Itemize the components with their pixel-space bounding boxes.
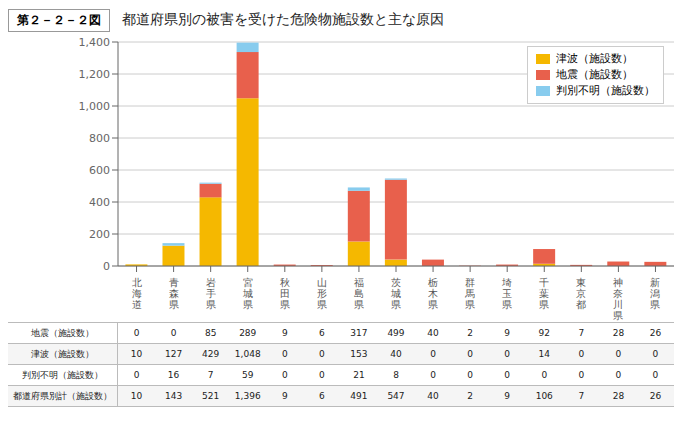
svg-text:青森県: 青森県 (169, 277, 179, 310)
html-text:0: 0 (133, 328, 140, 338)
html-text:127: 127 (165, 349, 183, 359)
html-text:津波（施設数）: 津波（施設数） (31, 348, 94, 359)
svg-text:栃木県: 栃木県 (428, 277, 438, 310)
svg-text:群馬県: 群馬県 (464, 277, 475, 310)
svg-text:千葉県: 千葉県 (539, 277, 549, 310)
html-text:0: 0 (319, 370, 325, 380)
html-text:547: 547 (387, 391, 405, 401)
svg-text:400: 400 (89, 196, 110, 209)
html-text:106: 106 (535, 391, 553, 401)
html-text:0: 0 (133, 370, 140, 380)
html-text:0: 0 (504, 349, 510, 359)
html-text:429: 429 (202, 349, 220, 359)
html-text:521: 521 (202, 391, 220, 401)
svg-text:0: 0 (103, 260, 110, 273)
svg-text:600: 600 (89, 164, 110, 177)
svg-text:200: 200 (89, 228, 110, 241)
html-text:地震（施設数）: 地震（施設数） (31, 327, 94, 338)
html-text:40: 40 (427, 391, 439, 401)
html-text:85: 85 (204, 328, 217, 338)
html-text:地震（施設数）: 地震（施設数） (556, 68, 633, 81)
html-text:9: 9 (504, 391, 510, 401)
html-text:2: 2 (467, 328, 473, 338)
svg-text:埼玉県: 埼玉県 (501, 277, 512, 310)
svg-text:茨城県: 茨城県 (390, 277, 401, 310)
svg-text:新潟県: 新潟県 (650, 277, 660, 310)
html-text:499: 499 (387, 328, 405, 338)
html-text:0: 0 (652, 370, 659, 380)
html-text:判別不明（施設数）: 判別不明（施設数） (22, 369, 103, 380)
html-text:26: 26 (649, 328, 662, 338)
html-text:1,396: 1,396 (234, 391, 261, 401)
html-text:0: 0 (430, 349, 436, 359)
html-text:7: 7 (578, 391, 585, 401)
html-text:都道府県別の被害を受けた危険物施設数と主な原因: 都道府県別の被害を受けた危険物施設数と主な原因 (122, 11, 444, 27)
html-text:28: 28 (612, 391, 625, 401)
html-text:判別不明（施設数）: 判別不明（施設数） (556, 84, 655, 97)
html-text:0: 0 (578, 349, 585, 359)
html-text:7: 7 (578, 328, 585, 338)
html-text:0: 0 (281, 349, 288, 359)
html-text:9: 9 (281, 328, 288, 338)
html-text:143: 143 (165, 391, 183, 401)
html-text:153: 153 (350, 349, 368, 359)
svg-text:岩手県: 岩手県 (206, 277, 216, 310)
html-text:10: 10 (130, 349, 143, 359)
svg-text:秋田県: 秋田県 (280, 277, 290, 310)
html-text:8: 8 (393, 370, 399, 380)
html-text:0: 0 (652, 349, 659, 359)
html-text:0: 0 (615, 370, 622, 380)
html-text:10: 10 (130, 391, 143, 401)
html-text:津波（施設数）: 津波（施設数） (556, 52, 633, 65)
html-text:21: 21 (353, 370, 365, 380)
svg-text:神奈川県: 神奈川県 (613, 277, 623, 321)
html-text:0: 0 (541, 370, 548, 380)
html-text:6: 6 (319, 391, 325, 401)
html-text:都道府県別計（施設数）: 都道府県別計（施設数） (13, 390, 112, 401)
html-text:6: 6 (319, 328, 325, 338)
html-text:7: 7 (207, 370, 214, 380)
html-text:0: 0 (578, 370, 585, 380)
svg-text:福島県: 福島県 (354, 277, 364, 310)
svg-text:1,400: 1,400 (79, 36, 111, 49)
html-text:40: 40 (390, 349, 402, 359)
svg-text:800: 800 (89, 132, 110, 145)
svg-text:1,000: 1,000 (79, 100, 111, 113)
html-text:9: 9 (281, 391, 288, 401)
html-text:0: 0 (319, 349, 325, 359)
html-text:1,048: 1,048 (234, 349, 261, 359)
html-text:2: 2 (467, 391, 473, 401)
html-text:40: 40 (427, 328, 439, 338)
html-text:0: 0 (467, 370, 473, 380)
html-text:26: 26 (649, 391, 662, 401)
svg-text:1,200: 1,200 (79, 68, 111, 81)
svg-text:東京都: 東京都 (576, 277, 586, 310)
svg-text:宮城県: 宮城県 (242, 277, 253, 310)
html-text:14: 14 (538, 349, 550, 359)
html-text:289: 289 (239, 328, 257, 338)
html-text:92: 92 (538, 328, 550, 338)
html-text:317: 317 (350, 328, 368, 338)
html-text:16: 16 (167, 370, 180, 380)
html-text:第２－２－２図: 第２－２－２図 (17, 12, 101, 27)
html-text:9: 9 (504, 328, 510, 338)
html-text:0: 0 (467, 349, 473, 359)
html-text:491: 491 (350, 391, 368, 401)
html-text:0: 0 (170, 328, 177, 338)
svg-text:北海道: 北海道 (132, 277, 142, 310)
html-text:0: 0 (281, 370, 288, 380)
html-text:0: 0 (615, 349, 622, 359)
html-text:28: 28 (612, 328, 625, 338)
html-text:59: 59 (242, 370, 254, 380)
html-text:0: 0 (430, 370, 436, 380)
svg-text:山形県: 山形県 (317, 277, 327, 310)
html-text:0: 0 (504, 370, 510, 380)
